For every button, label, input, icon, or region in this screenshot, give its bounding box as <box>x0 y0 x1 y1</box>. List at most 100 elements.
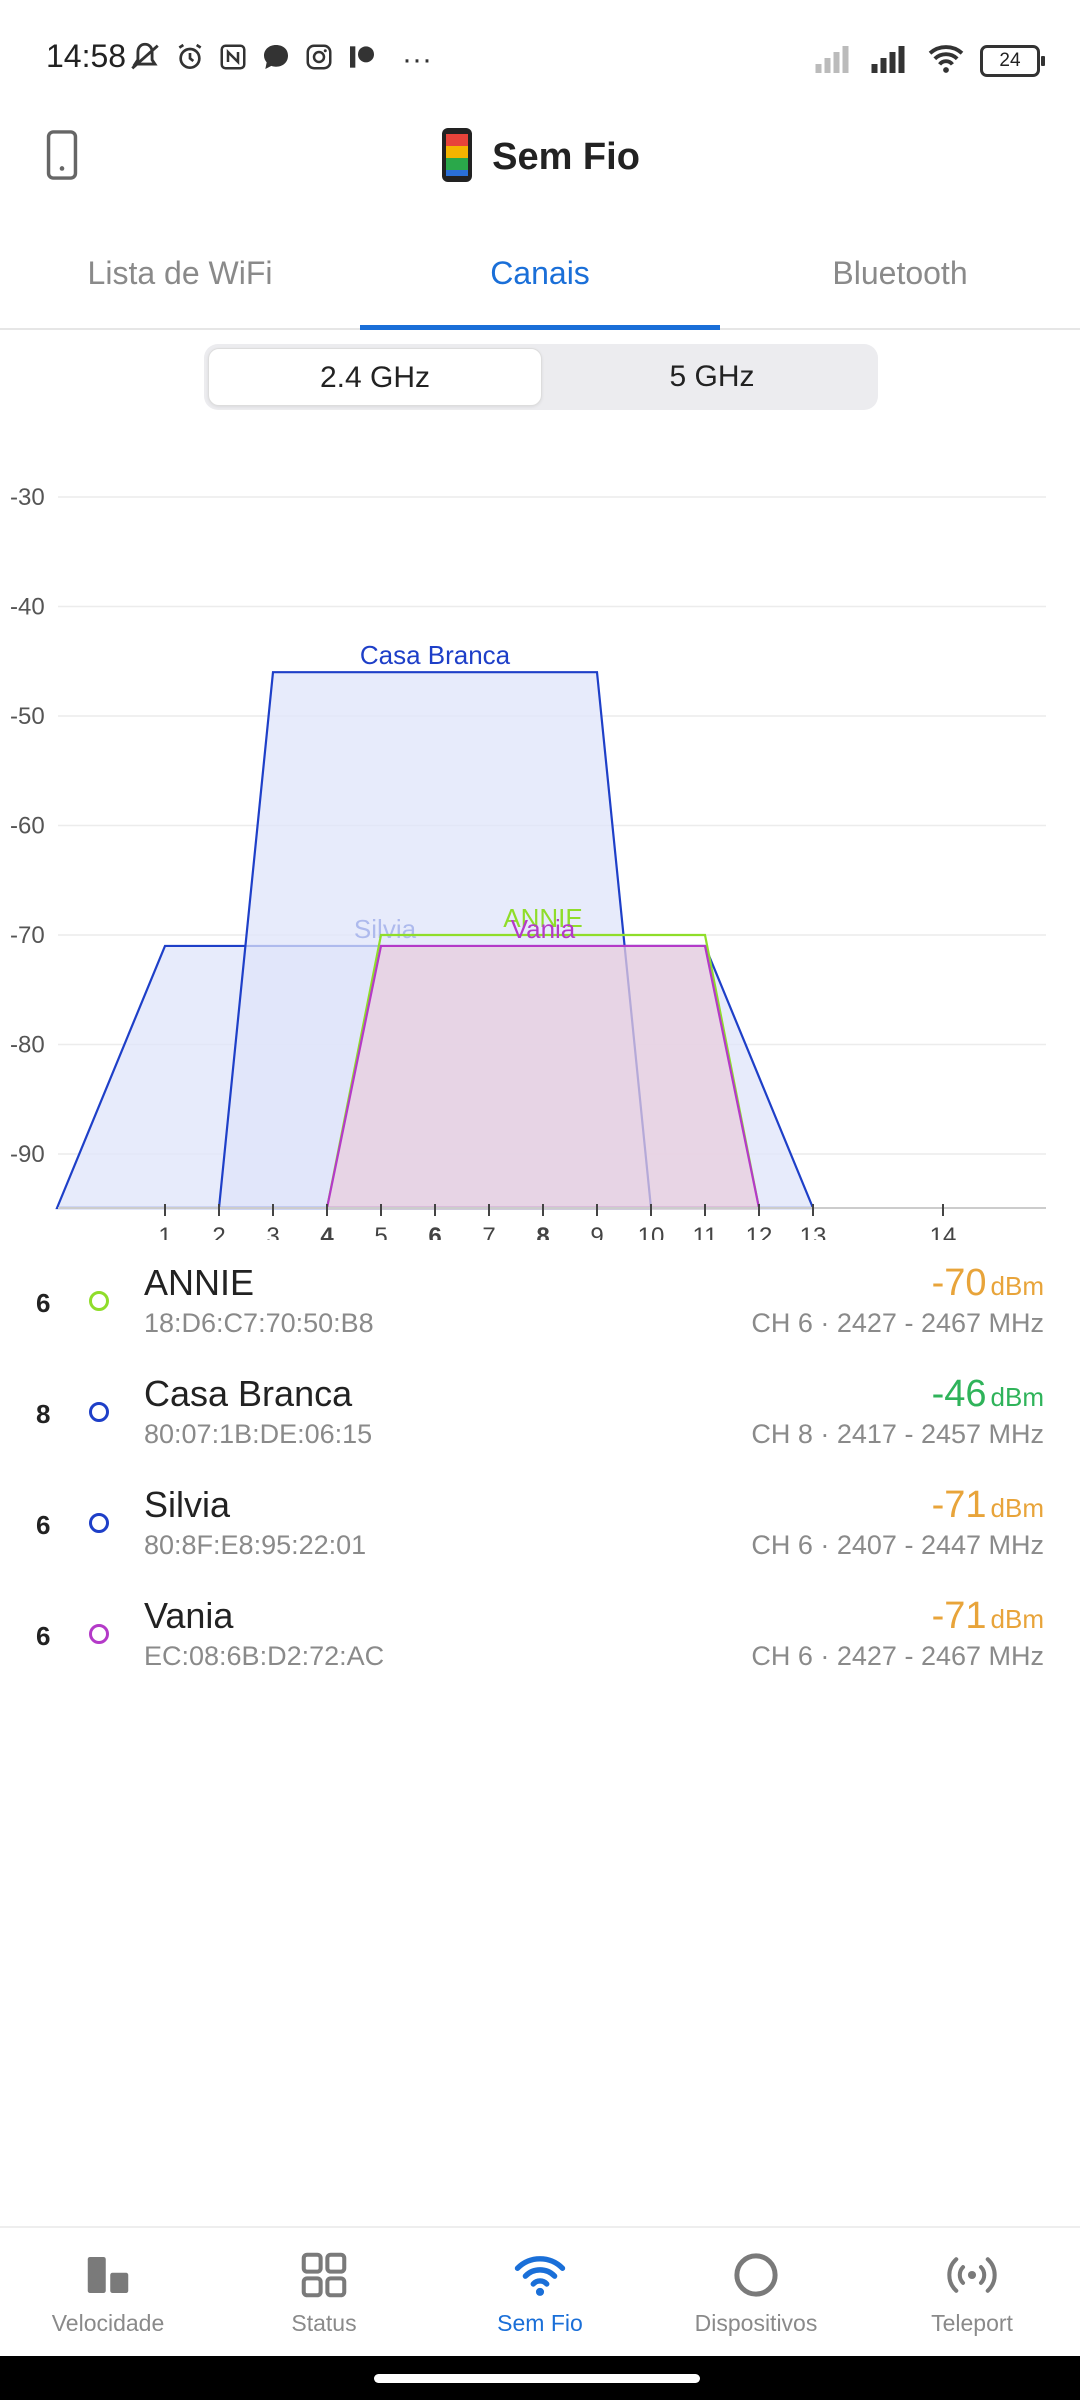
network-row-casa-branca[interactable]: 8 Casa Branca 80:07:1B:DE:06:15 -46 dBm C… <box>0 1367 1080 1478</box>
network-mac: 80:8F:E8:95:22:01 <box>144 1530 367 1560</box>
nav-label: Dispositivos <box>694 2310 818 2336</box>
network-mac: 18:D6:C7:70:50:B8 <box>144 1308 374 1338</box>
alarm-icon <box>174 41 206 78</box>
network-name: Vania <box>144 1595 234 1636</box>
y-tick-label: -80 <box>10 1032 45 1059</box>
band-5ghz-button[interactable]: 5 GHz <box>669 360 755 393</box>
nav-label: Status <box>291 2310 357 2336</box>
x-tick-label: 3 <box>266 1223 279 1240</box>
network-name: Casa Branca <box>144 1373 353 1414</box>
series-label: ANNIE <box>503 903 582 933</box>
x-tick-label: 8 <box>536 1223 549 1240</box>
x-tick-label: 12 <box>746 1223 773 1240</box>
grid-icon <box>301 2252 347 2298</box>
rssi-value: -46 <box>931 1373 987 1415</box>
network-color-dot <box>89 1291 109 1311</box>
battery-indicator: 24 <box>980 44 1045 77</box>
rssi-value: -71 <box>931 1484 987 1526</box>
series-vania <box>325 944 761 1210</box>
status-notification-icons: ··· <box>128 40 432 79</box>
nav-teleport[interactable]: Teleport <box>864 2228 1080 2358</box>
nav-label: Sem Fio <box>497 2310 583 2336</box>
y-tick-label: -70 <box>10 922 45 949</box>
app-title-bar: Sem Fio <box>0 126 1080 189</box>
x-tick-label: 11 <box>693 1223 718 1240</box>
channel-chart: -30-40-50-60-70-80-90SilviaCasa BrancaAN… <box>10 484 1046 1240</box>
wifi-icon <box>514 2256 566 2296</box>
network-channel: 6 <box>36 1510 51 1540</box>
x-tick-label: 4 <box>320 1223 334 1240</box>
rssi-unit: dBm <box>990 1382 1044 1412</box>
home-gesture-handle[interactable] <box>374 2374 700 2383</box>
band-2-4ghz-button[interactable]: 2.4 GHz <box>208 348 542 406</box>
network-channel: 6 <box>36 1621 51 1651</box>
x-tick-label: 1 <box>158 1223 171 1240</box>
page-title: Sem Fio <box>492 136 640 178</box>
nav-status[interactable]: Status <box>216 2228 432 2358</box>
nav-sem-fio[interactable]: Sem Fio <box>432 2228 648 2358</box>
network-channel: 6 <box>36 1288 51 1318</box>
tab-canais[interactable]: Canais <box>360 228 720 330</box>
network-mac: EC:08:6B:D2:72:AC <box>144 1641 385 1671</box>
network-rssi: -46 dBm <box>932 1373 1044 1416</box>
network-range: CH 6 · 2427 - 2467 MHz <box>751 1308 1044 1338</box>
band-selector: 2.4 GHz 5 GHz <box>204 344 878 410</box>
system-gesture-bar <box>0 2356 1080 2400</box>
rssi-unit: dBm <box>990 1271 1044 1301</box>
series-label: Vania <box>511 914 576 944</box>
network-row-vania[interactable]: 6 Vania EC:08:6B:D2:72:AC -71 dBm CH 6 · … <box>0 1589 1080 1700</box>
tab-bluetooth[interactable]: Bluetooth <box>832 255 968 291</box>
x-tick-label: 5 <box>374 1223 387 1240</box>
device-button[interactable] <box>44 130 80 180</box>
x-tick-label: 14 <box>930 1223 957 1240</box>
network-color-dot <box>89 1624 109 1644</box>
y-tick-label: -40 <box>10 594 45 621</box>
x-tick-label: 10 <box>638 1223 665 1240</box>
network-channel: 8 <box>36 1399 51 1429</box>
x-tick-label: 6 <box>428 1223 441 1240</box>
y-tick-label: -90 <box>10 1141 45 1168</box>
more-notifications: ··· <box>402 42 432 76</box>
rssi-value: -70 <box>931 1262 987 1304</box>
network-name: Silvia <box>144 1484 231 1525</box>
network-color-dot <box>89 1402 109 1422</box>
bottom-navigation: Velocidade Status Sem Fio Dispositivos T… <box>0 2226 1080 2358</box>
x-tick-label: 13 <box>800 1223 827 1240</box>
status-system-icons: 24 <box>814 42 1045 79</box>
circle-icon <box>734 2253 778 2297</box>
nfc-icon <box>218 42 248 77</box>
network-range: CH 6 · 2407 - 2447 MHz <box>751 1530 1044 1560</box>
status-bar: 14:58 ··· 24 <box>0 0 1080 120</box>
rssi-value: -71 <box>931 1595 987 1637</box>
tab-bar: Lista de WiFi Canais Bluetooth <box>0 228 1080 330</box>
phone-model-icon <box>440 126 474 189</box>
tab-lista-de-wifi[interactable]: Lista de WiFi <box>87 255 273 291</box>
x-tick-label: 9 <box>590 1223 603 1240</box>
y-tick-label: -50 <box>10 703 45 730</box>
signal-weak-icon <box>814 43 856 78</box>
network-range: CH 8 · 2417 - 2457 MHz <box>751 1419 1044 1449</box>
network-row-silvia[interactable]: 6 Silvia 80:8F:E8:95:22:01 -71 dBm CH 6 ·… <box>0 1478 1080 1589</box>
wifi-status-icon <box>926 42 966 79</box>
y-tick-label: -30 <box>10 484 45 511</box>
y-tick-label: -60 <box>10 813 45 840</box>
network-rssi: -70 dBm <box>932 1262 1044 1305</box>
network-range: CH 6 · 2427 - 2467 MHz <box>751 1641 1044 1671</box>
x-tick-label: 2 <box>212 1223 225 1240</box>
nav-velocidade[interactable]: Velocidade <box>0 2228 216 2358</box>
rssi-unit: dBm <box>990 1604 1044 1634</box>
network-list: 6 ANNIE 18:D6:C7:70:50:B8 -70 dBm CH 6 · … <box>0 1256 1080 1700</box>
signal-strong-icon <box>870 43 912 78</box>
status-time: 14:58 <box>46 38 127 74</box>
network-mac: 80:07:1B:DE:06:15 <box>144 1419 373 1449</box>
patreon-icon <box>346 41 378 78</box>
nav-label: Velocidade <box>51 2310 165 2336</box>
rssi-unit: dBm <box>990 1493 1044 1523</box>
muted-bell-icon <box>128 40 162 79</box>
teleport-icon <box>947 2257 997 2293</box>
network-rssi: -71 dBm <box>932 1595 1044 1638</box>
nav-dispositivos[interactable]: Dispositivos <box>648 2228 864 2358</box>
network-row-annie[interactable]: 6 ANNIE 18:D6:C7:70:50:B8 -70 dBm CH 6 · … <box>0 1256 1080 1367</box>
speed-bars-icon <box>87 2257 129 2293</box>
x-tick-label: 7 <box>482 1223 495 1240</box>
